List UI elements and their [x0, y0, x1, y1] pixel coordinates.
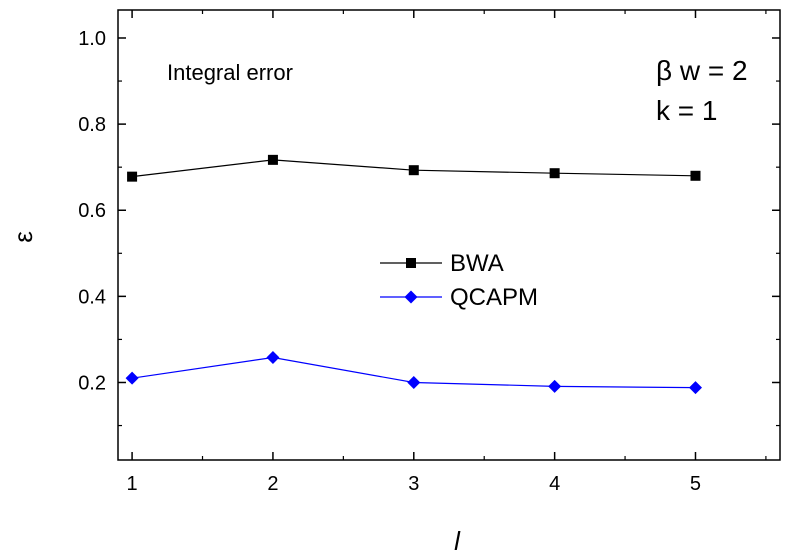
axis-ticks [118, 10, 780, 460]
y-tick-label: 0.2 [78, 372, 106, 394]
data-point [548, 379, 562, 393]
data-point [549, 168, 560, 179]
data-point [125, 371, 139, 385]
x-tick-label: 3 [408, 473, 419, 495]
legend-label: BWA [450, 250, 504, 277]
data-point [407, 375, 421, 389]
series-qcapm [125, 351, 702, 395]
legend-marker [406, 258, 416, 268]
data-point [690, 170, 701, 181]
data-point [408, 165, 419, 176]
y-tick-label: 0.4 [78, 286, 106, 308]
legend-item: BWA [380, 250, 504, 277]
tick-labels: 1 2 3 4 5 0.2 0.4 0.6 0.8 1.0 [78, 28, 701, 495]
legend-label: QCAPM [450, 284, 538, 311]
annotation-k: k = 1 [656, 95, 717, 126]
annotation-beta-w: β w = 2 [656, 55, 748, 86]
x-tick-label: 2 [267, 473, 278, 495]
y-tick-label: 0.8 [78, 114, 106, 136]
legend-marker [404, 290, 418, 304]
y-tick-label: 0.6 [78, 200, 106, 222]
x-tick-label: 5 [690, 473, 701, 495]
data-point [267, 154, 278, 165]
data-point [266, 351, 280, 365]
series-bwa [127, 154, 701, 182]
annotation-integral-error: Integral error [167, 60, 293, 85]
data-point [127, 171, 138, 182]
x-tick-label: 1 [127, 473, 138, 495]
plot-frame [117, 9, 781, 461]
legend-item: QCAPM [380, 284, 538, 311]
data-point [688, 381, 702, 395]
y-tick-label: 1.0 [78, 28, 106, 50]
y-axis-title: ε [8, 231, 38, 243]
x-axis-title: l [454, 526, 461, 556]
x-tick-label: 4 [549, 473, 560, 495]
series-layer [125, 154, 702, 395]
legend: BWA QCAPM [380, 250, 538, 311]
